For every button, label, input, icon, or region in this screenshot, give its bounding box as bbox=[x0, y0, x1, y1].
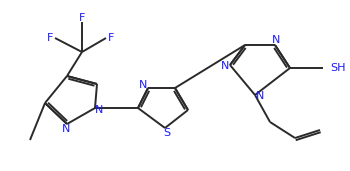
Text: F: F bbox=[79, 13, 85, 23]
Text: F: F bbox=[47, 33, 53, 43]
Text: F: F bbox=[108, 33, 114, 43]
Text: N: N bbox=[256, 91, 264, 101]
Text: N: N bbox=[221, 61, 229, 71]
Text: N: N bbox=[95, 105, 103, 115]
Text: N: N bbox=[62, 124, 70, 134]
Text: SH: SH bbox=[330, 63, 345, 73]
Text: S: S bbox=[163, 128, 170, 138]
Text: N: N bbox=[272, 35, 280, 45]
Text: N: N bbox=[139, 80, 147, 90]
